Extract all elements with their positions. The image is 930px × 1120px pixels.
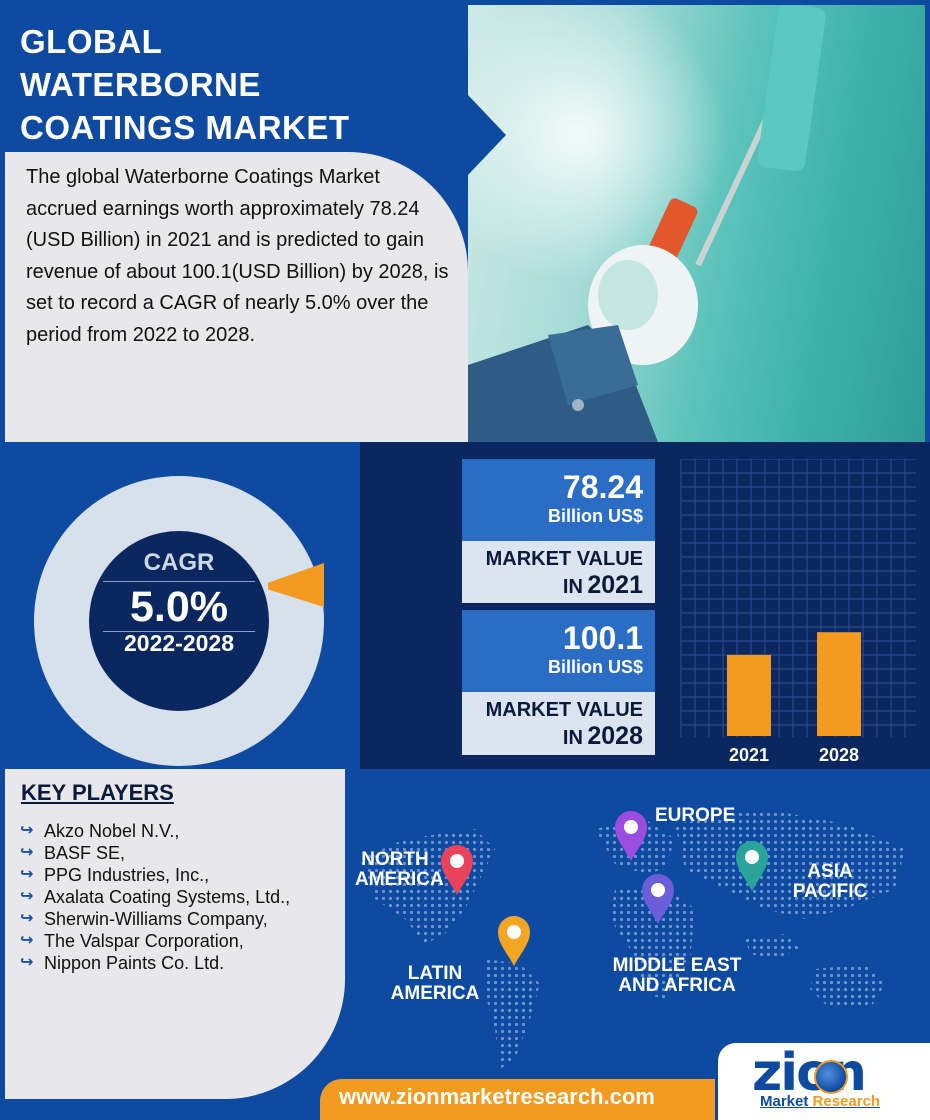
arrow-icon: ↪ (20, 844, 34, 861)
globe-icon (814, 1060, 848, 1094)
website-url[interactable]: www.zionmarketresearch.com (339, 1084, 655, 1109)
region-europe: EUROPE (655, 805, 736, 826)
market-value-chart: 2021 2028 (663, 459, 916, 765)
cagr-label: CAGR (143, 549, 215, 576)
pin-asia-pacific-icon (736, 841, 768, 891)
arrow-icon: ↪ (20, 932, 34, 949)
bar-2028 (817, 632, 861, 736)
key-player-name: Sherwin-Williams Company, (44, 909, 268, 929)
key-player-name: BASF SE, (44, 843, 126, 863)
key-player-name: PPG Industries, Inc., (44, 865, 210, 885)
pin-north-america-icon (441, 845, 473, 895)
key-player-name: The Valspar Corporation, (44, 931, 244, 951)
pin-latin-america-icon (498, 916, 530, 966)
market-value-unit: Billion US$ (547, 506, 643, 526)
key-player-item: ↪ The Valspar Corporation, (20, 930, 340, 952)
logo-subtitle: Market Research (760, 1093, 881, 1110)
region-middle-east-africa: MIDDLE EAST AND AFRICA (612, 955, 742, 996)
world-map: NORTH AMERICA EUROPE ASIA PACIFIC LATIN … (345, 769, 930, 1079)
key-players-list: ↪ Akzo Nobel N.V., ↪ BASF SE, ↪ PPG Industrie… (20, 820, 340, 974)
key-players-title: KEY PLAYERS (21, 780, 174, 805)
market-value-year: 2028 (587, 722, 643, 750)
pin-center (651, 883, 665, 897)
key-player-name: Nippon Paints Co. Ltd. (44, 953, 225, 973)
cagr-donut-center (89, 531, 269, 711)
paint-roller-photo (468, 5, 925, 442)
title-arrow-decoration (468, 95, 506, 175)
region-asia-pacific: ASIA PACIFIC (792, 861, 868, 902)
market-value-2021-label-box: MARKET VALUE IN 2021 (462, 541, 655, 603)
region-latin-america: LATIN AMERICA (390, 963, 480, 1004)
pin-center (624, 820, 638, 834)
arrow-icon: ↪ (20, 954, 34, 971)
bar-chart-svg: 2021 2028 (680, 459, 916, 765)
arrow-icon: ↪ (20, 910, 34, 927)
key-player-item: ↪ Nippon Paints Co. Ltd. (20, 952, 340, 974)
cagr-period: 2022-2028 (124, 630, 234, 656)
pin-europe-icon (615, 811, 647, 861)
key-player-item: ↪ BASF SE, (20, 842, 340, 864)
market-value-2028-label-box: MARKET VALUE IN 2028 (462, 692, 655, 755)
arrow-icon: ↪ (20, 866, 34, 883)
key-players-panel (5, 769, 345, 1099)
divider (103, 631, 255, 632)
market-value-prefix: IN (562, 576, 583, 598)
arrow-icon: ↪ (20, 822, 34, 839)
market-value-2028: 100.1 (562, 620, 643, 656)
market-value-2021: 78.24 (562, 469, 643, 505)
cagr-value: 5.0% (129, 583, 228, 631)
bar-2021 (727, 654, 771, 736)
market-value-label: MARKET VALUE (485, 548, 643, 570)
key-player-name: Axalata Coating Systems, Ltd., (44, 887, 291, 907)
key-player-name: Akzo Nobel N.V., (44, 821, 180, 841)
key-player-item: ↪ Akzo Nobel N.V., (20, 820, 340, 842)
market-value-unit: Billion US$ (547, 657, 643, 677)
key-player-item: ↪ Sherwin-Williams Company, (20, 908, 340, 930)
pin-center (745, 850, 759, 864)
market-value-label: MARKET VALUE (485, 699, 643, 721)
page-title: GLOBAL WATERBORNE COATINGS MARKET (20, 23, 350, 146)
pin-center (507, 925, 521, 939)
divider (103, 581, 255, 582)
footer-bar (320, 1079, 715, 1120)
x-tick-label: 2021 (729, 745, 769, 765)
market-description: The global Waterborne Coatings Market ac… (26, 166, 449, 346)
region-north-america: NORTH AMERICA (355, 849, 444, 890)
market-value-2028-card: 100.1 Billion US$ (462, 610, 655, 692)
market-value-year: 2021 (587, 571, 643, 599)
arrow-icon: ↪ (20, 888, 34, 905)
pin-center (450, 854, 464, 868)
market-value-prefix: IN (562, 727, 583, 749)
key-player-item: ↪ PPG Industries, Inc., (20, 864, 340, 886)
key-player-item: ↪ Axalata Coating Systems, Ltd., (20, 886, 340, 908)
pin-middle-east-africa-icon (642, 874, 674, 924)
description-panel (5, 152, 468, 442)
world-map-dots (360, 809, 905, 1069)
x-tick-label: 2028 (819, 745, 859, 765)
market-value-2021-card: 78.24 Billion US$ (462, 459, 655, 541)
